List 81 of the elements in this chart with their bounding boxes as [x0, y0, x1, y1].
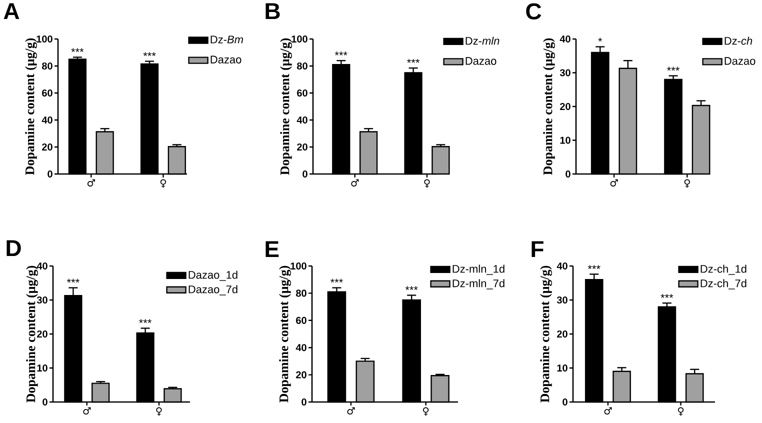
y-tick-label: 10: [37, 364, 48, 372]
y-tick-label: 0: [302, 398, 306, 406]
y-tick-label: 20: [37, 330, 48, 338]
y-tick-label: 80: [42, 62, 52, 70]
annotation: *: [598, 38, 602, 42]
x-tick-label: ♀: [156, 407, 162, 416]
legend-label: Dz-mln: [466, 36, 500, 45]
y-axis-title: Dopamine content (μg/g): [543, 38, 555, 175]
legend-label: Dazao: [466, 57, 496, 65]
legend-label: Dazao: [724, 57, 756, 65]
y-axis-title: Dopamine content (μg/g): [540, 266, 552, 402]
x-tick-label: ♀: [424, 179, 430, 188]
y-tick-label: 40: [296, 116, 308, 124]
annotation: ***: [139, 319, 152, 324]
annotation: ***: [71, 48, 84, 52]
x-tick-label: ♂: [347, 407, 355, 415]
x-tick-label: ♀: [423, 407, 429, 416]
chart-title: F: [532, 241, 544, 258]
legend-label: Dz-ch: [724, 36, 752, 45]
y-tick-label: 20: [297, 143, 308, 151]
y-tick-label: 10: [560, 136, 570, 144]
legend-label: Dz-mln_1d: [452, 264, 504, 275]
annotation: ***: [660, 294, 674, 298]
x-tick-label: ♀: [678, 407, 684, 416]
y-axis-title: Dopamine content (μg/g): [280, 38, 292, 175]
x-tick-label: ♂: [87, 179, 95, 187]
annotation: ***: [405, 286, 418, 290]
y-axis-title: Dopamine content (μg/g): [25, 38, 37, 175]
legend-label: Dz-Bm: [210, 36, 243, 44]
y-tick-label: 20: [557, 330, 568, 338]
y-axis-title: Dopamine content (μg/g): [279, 266, 291, 402]
annotation: ***: [143, 52, 156, 56]
y-tick-label: 40: [296, 344, 306, 352]
y-axis-title: Dopamine content (μg/g): [26, 266, 38, 402]
y-tick-label: 100: [292, 35, 308, 43]
y-tick-label: 60: [297, 89, 308, 97]
chart-title: C: [526, 3, 542, 20]
y-tick-label: 40: [560, 35, 570, 43]
x-tick-label: ♂: [83, 407, 91, 415]
x-tick-label: ♂: [351, 179, 359, 187]
y-tick-label: 20: [42, 143, 52, 151]
y-tick-label: 60: [42, 89, 52, 97]
legend-label: Dz-mln_7d: [452, 279, 504, 290]
y-tick-label: 30: [556, 296, 568, 304]
legend-label: Dazao_1d: [188, 270, 238, 281]
x-tick-label: ♀: [160, 179, 166, 188]
y-tick-label: 40: [36, 262, 48, 270]
legend-label: Dazao_7d: [188, 285, 238, 296]
annotation: ***: [407, 58, 420, 63]
y-tick-label: 0: [48, 170, 52, 178]
x-tick-label: ♀: [684, 179, 690, 188]
y-tick-label: 0: [566, 170, 570, 178]
y-tick-label: 100: [36, 35, 52, 43]
x-tick-label: ♂: [610, 179, 618, 187]
annotation: ***: [334, 52, 348, 56]
y-tick-label: 80: [296, 290, 306, 297]
y-tick-label: 100: [290, 262, 306, 270]
y-tick-label: 0: [42, 398, 48, 406]
annotation: ***: [667, 66, 680, 71]
chart-title: B: [266, 3, 280, 20]
y-tick-label: 30: [560, 69, 570, 76]
y-tick-label: 0: [562, 398, 568, 406]
x-tick-label: ♂: [604, 407, 612, 415]
y-tick-label: 40: [42, 116, 52, 124]
y-tick-label: 80: [296, 62, 308, 70]
legend-label: Dazao: [210, 56, 242, 64]
y-tick-label: 20: [296, 371, 306, 378]
chart-title: E: [266, 241, 279, 258]
legend-label: Dz-ch_1d: [700, 264, 746, 275]
legend-label: Dz-ch_7d: [700, 279, 746, 290]
chart-title: D: [6, 240, 21, 256]
annotation: ***: [588, 265, 600, 269]
y-tick-label: 30: [36, 296, 48, 304]
annotation: ***: [330, 278, 343, 283]
y-tick-label: 10: [557, 364, 568, 372]
y-tick-label: 0: [302, 170, 308, 178]
chart-title: A: [4, 3, 20, 20]
y-tick-label: 60: [296, 316, 306, 324]
annotation: ***: [66, 278, 80, 283]
y-tick-label: 20: [560, 102, 570, 110]
y-tick-label: 40: [556, 262, 568, 270]
